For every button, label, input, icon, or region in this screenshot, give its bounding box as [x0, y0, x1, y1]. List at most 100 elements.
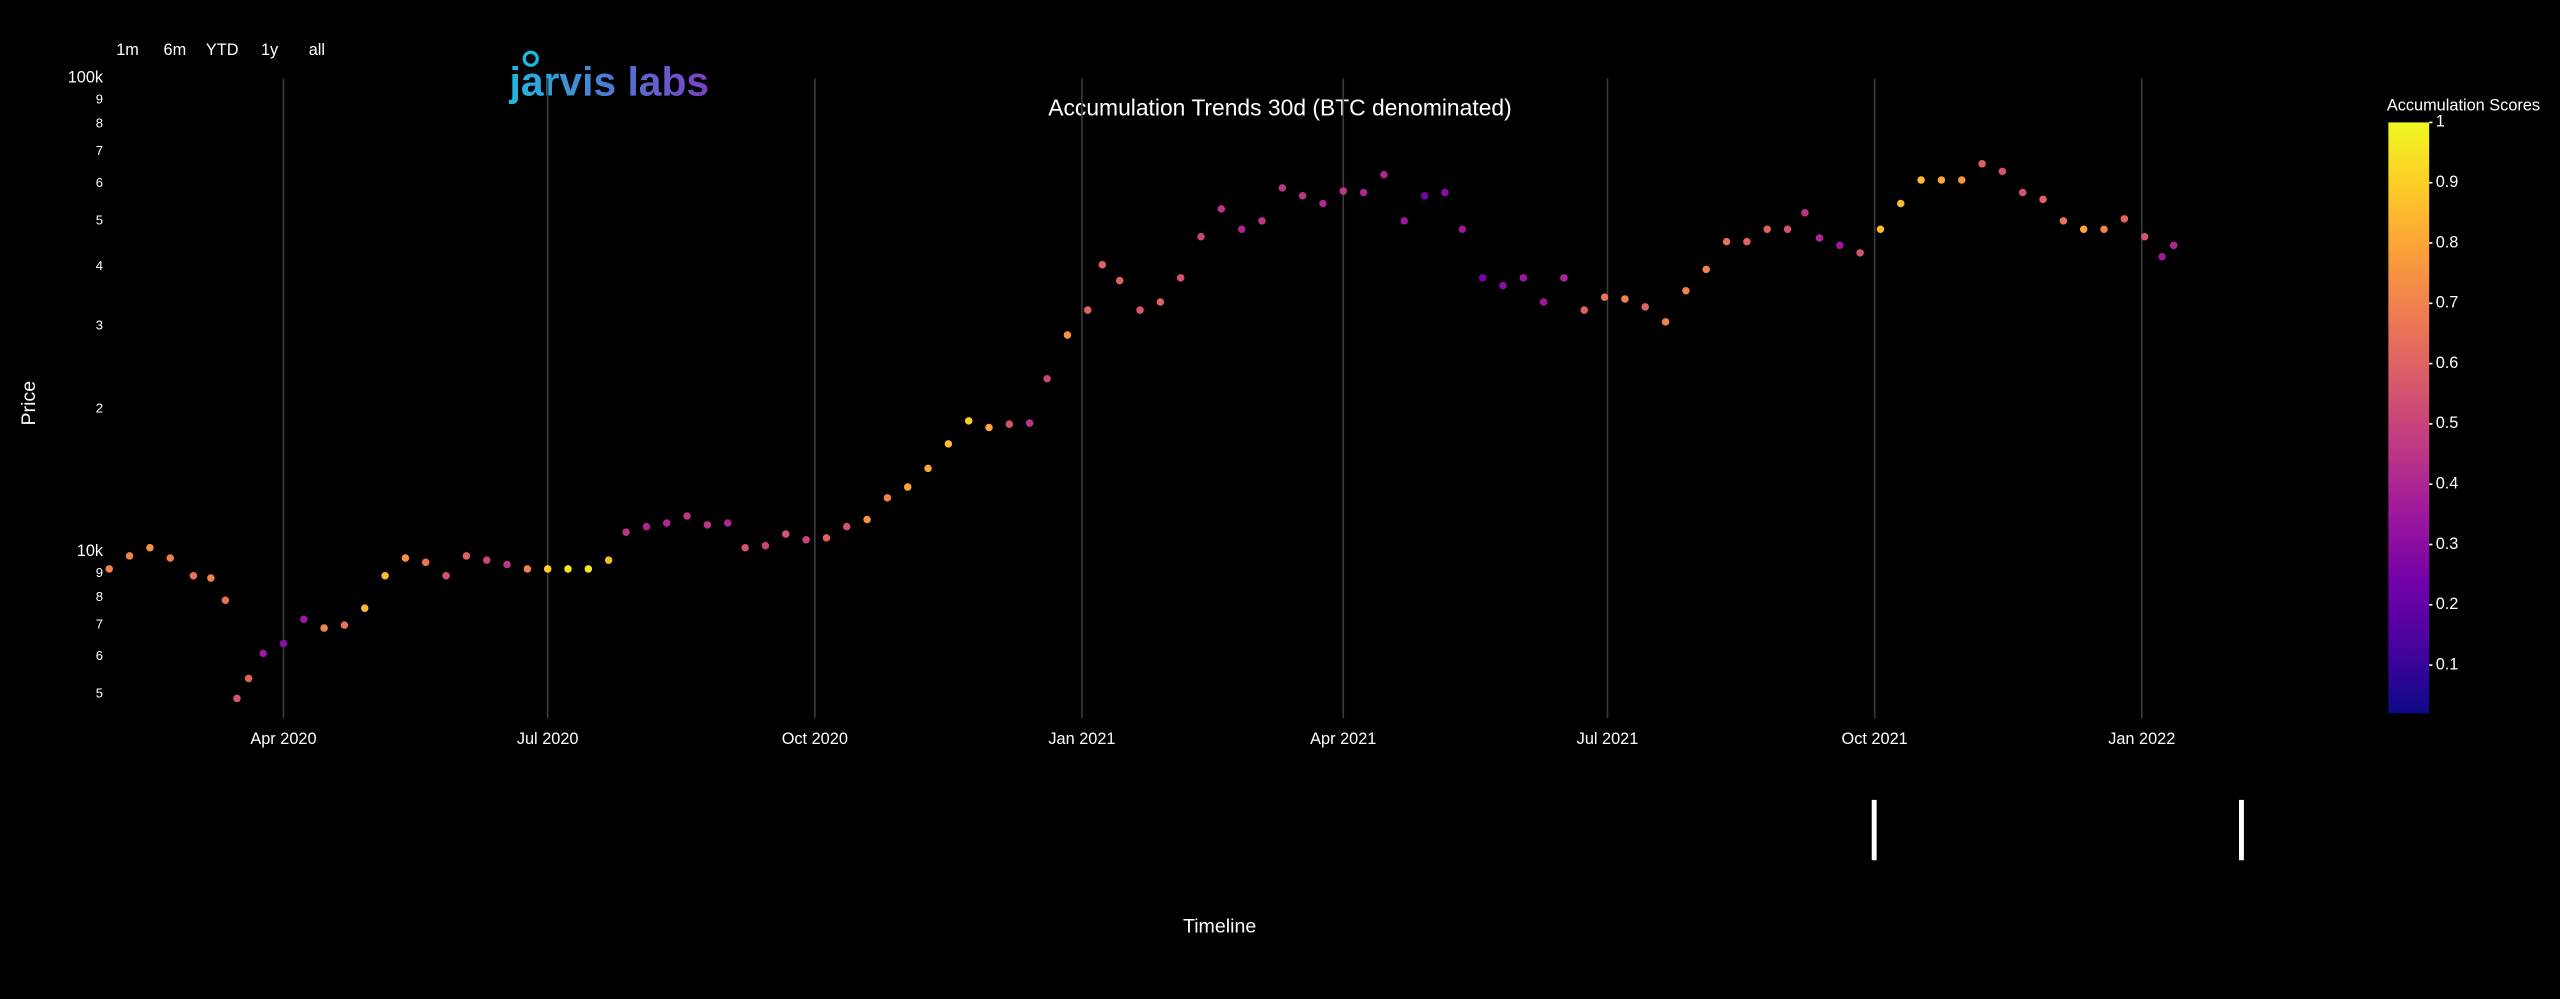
data-point: [1560, 274, 1568, 282]
y-tick-label: 8: [96, 116, 103, 131]
data-point: [1856, 249, 1864, 257]
data-point: [1621, 295, 1629, 303]
colorbar-tick-label: 0.7: [2436, 294, 2459, 312]
data-point: [1478, 274, 1487, 282]
range-button[interactable]: 1m: [116, 41, 139, 59]
range-button[interactable]: all: [309, 41, 325, 59]
data-point: [146, 543, 154, 552]
colorbar-title: Accumulation Scores: [2387, 96, 2540, 114]
colorbar-tick-label: 0.6: [2436, 354, 2459, 372]
data-point: [683, 512, 691, 520]
data-point: [802, 536, 810, 544]
data-point: [584, 565, 593, 573]
data-point: [279, 639, 288, 648]
data-point: [125, 552, 134, 560]
data-point: [221, 596, 230, 604]
data-point: [503, 560, 511, 569]
data-point: [1519, 274, 1528, 282]
data-point: [1298, 191, 1307, 200]
chart-title: Accumulation Trends 30d (BTC denominated…: [1048, 94, 1511, 120]
data-point: [1937, 176, 1946, 184]
y-tick-label: 2: [96, 401, 103, 416]
y-tick-label: 6: [96, 175, 103, 190]
data-point: [1098, 260, 1107, 269]
data-point: [843, 522, 851, 531]
data-point: [1763, 225, 1771, 234]
data-point: [482, 556, 491, 564]
y-tick-label: 3: [96, 317, 103, 332]
x-tick-label: Oct 2021: [1842, 730, 1908, 748]
data-point: [189, 571, 198, 580]
data-point: [1998, 167, 2007, 176]
data-point: [340, 621, 349, 629]
y-tick-label: 4: [96, 258, 103, 273]
data-point: [1380, 170, 1388, 179]
colorbar-tick-label: 0.4: [2436, 475, 2459, 493]
range-button[interactable]: 6m: [164, 41, 187, 59]
data-point: [2140, 232, 2149, 241]
data-point: [1005, 420, 1014, 428]
data-point: [462, 552, 471, 560]
y-tick-label: 8: [96, 589, 103, 604]
data-point: [233, 694, 241, 703]
data-point: [1897, 199, 1905, 208]
data-point: [944, 440, 953, 448]
data-point: [1441, 188, 1449, 197]
data-point: [782, 530, 790, 538]
data-point: [2100, 225, 2108, 234]
range-button[interactable]: 1y: [261, 41, 279, 59]
data-point: [244, 674, 253, 683]
data-point: [1722, 237, 1731, 246]
data-point: [300, 615, 308, 624]
data-point: [1580, 306, 1589, 314]
colorbar-tick-label: 0.8: [2436, 233, 2459, 251]
data-point: [1978, 160, 1986, 168]
data-point: [1025, 419, 1034, 427]
data-point: [1084, 306, 1092, 314]
data-point: [1197, 232, 1205, 241]
data-point: [1743, 237, 1751, 246]
data-point: [822, 534, 831, 542]
colorbar: [2388, 122, 2430, 714]
x-tick-label: Apr 2021: [1310, 730, 1376, 748]
data-point: [1400, 217, 1409, 225]
data-point: [2079, 225, 2088, 234]
data-point: [1815, 234, 1824, 242]
data-point: [642, 522, 651, 531]
data-point: [1641, 303, 1650, 311]
data-point: [924, 464, 932, 473]
data-point: [2120, 215, 2129, 223]
data-point: [1783, 225, 1792, 234]
range-button[interactable]: YTD: [206, 41, 239, 59]
data-point: [543, 565, 552, 573]
data-point: [421, 558, 430, 567]
data-point: [2059, 217, 2068, 225]
data-point: [1702, 265, 1710, 274]
y-tick-label: 7: [96, 143, 103, 158]
data-point: [723, 519, 732, 527]
data-point: [442, 571, 450, 580]
data-point: [703, 521, 712, 529]
data-point: [1043, 374, 1051, 383]
data-point: [320, 624, 328, 632]
y-tick-label: 9: [96, 91, 103, 106]
colorbar-tick-label: 0.1: [2436, 655, 2459, 673]
y-tick-label: 5: [96, 212, 103, 227]
data-point: [964, 417, 973, 425]
data-point: [1319, 199, 1327, 208]
data-point: [259, 649, 267, 658]
data-point: [1063, 331, 1072, 339]
data-point: [1917, 176, 1925, 184]
data-point: [2169, 241, 2178, 250]
data-point: [761, 541, 770, 550]
data-point: [166, 554, 174, 562]
x-axis-title: Timeline: [1183, 915, 1256, 937]
data-point: [1278, 184, 1287, 192]
data-point: [105, 565, 113, 573]
data-point: [1661, 318, 1670, 326]
data-point: [1801, 209, 1809, 217]
logo: jarvis labs: [509, 59, 710, 105]
data-point: [1176, 274, 1185, 282]
